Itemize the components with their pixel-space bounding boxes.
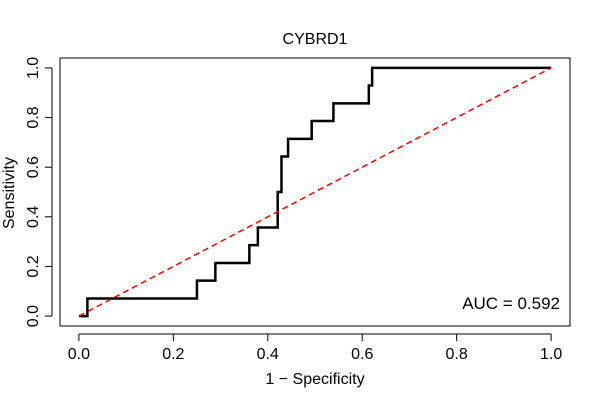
chart-title: CYBRD1 <box>283 31 348 48</box>
y-tick-label: 1.0 <box>25 57 42 79</box>
y-tick-label: 0.0 <box>25 305 42 327</box>
x-tick-label: 0.0 <box>68 346 90 363</box>
y-tick-label: 0.2 <box>25 255 42 277</box>
x-tick-label: 0.6 <box>351 346 373 363</box>
y-axis-title: Sensitivity <box>1 157 18 229</box>
x-tick-label: 0.2 <box>162 346 184 363</box>
y-tick-label: 0.8 <box>25 106 42 128</box>
roc-curve-line <box>78 66 552 318</box>
plot-border <box>59 57 571 327</box>
x-tick-label: 1.0 <box>540 346 562 363</box>
y-tick-label: 0.4 <box>25 206 42 228</box>
reference-diagonal-line <box>78 67 552 317</box>
auc-annotation: AUC = 0.592 <box>462 294 560 313</box>
y-tick-label: 0.6 <box>25 156 42 178</box>
x-axis-title: 1 − Specificity <box>265 371 364 388</box>
x-tick-label: 0.4 <box>257 346 279 363</box>
x-tick-label: 0.8 <box>446 346 468 363</box>
